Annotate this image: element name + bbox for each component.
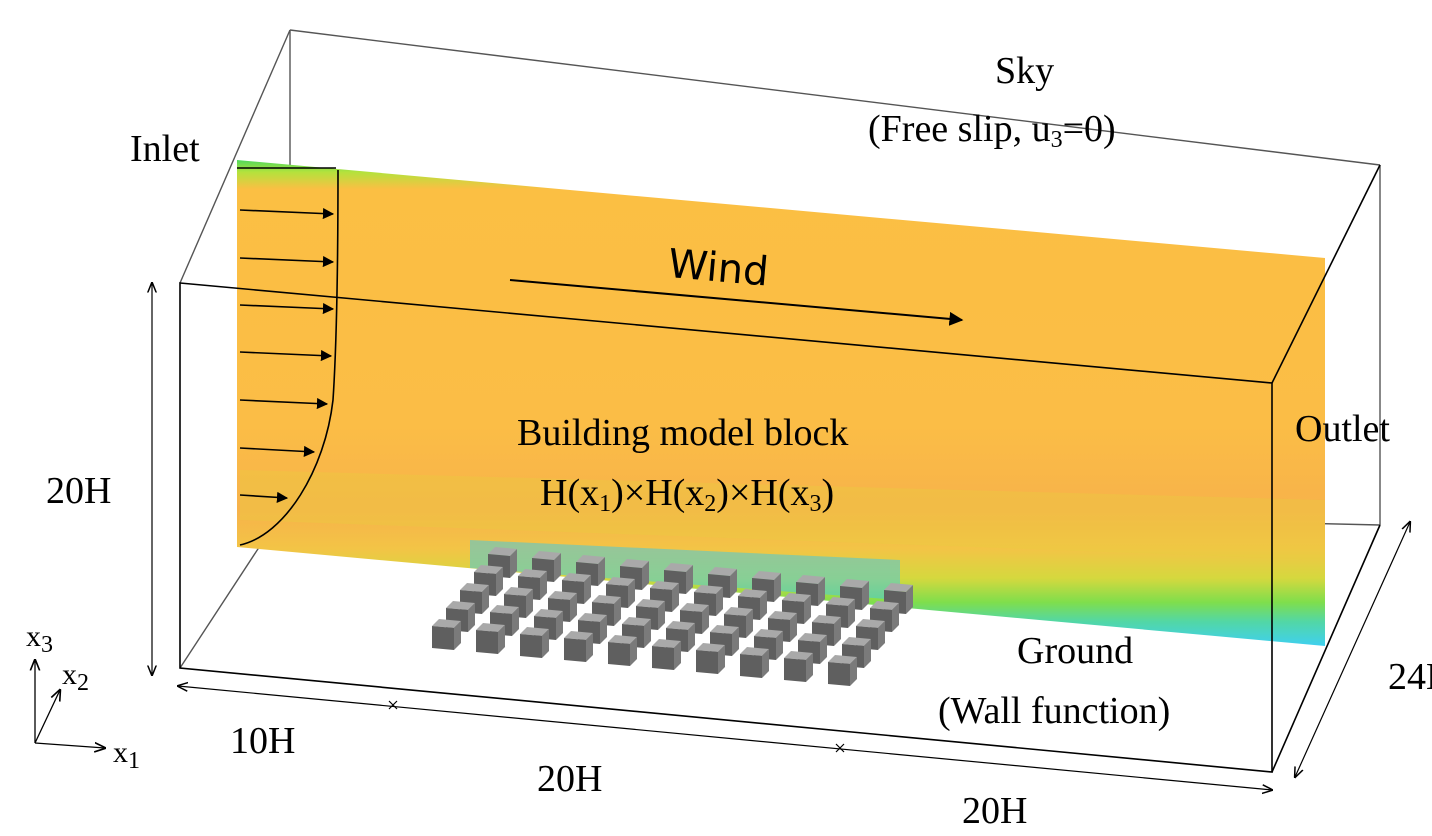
building-block: [652, 639, 681, 670]
building-block: [870, 601, 899, 632]
length-label-middle: 20H: [537, 758, 603, 800]
building-block: [520, 627, 549, 658]
building-array: [432, 547, 913, 686]
ground-label: Ground: [1017, 630, 1134, 672]
inlet-velocity-profile: [237, 167, 339, 546]
building-block: [446, 601, 475, 632]
building-block: [476, 623, 505, 654]
axis-x2-label: x2: [62, 658, 89, 696]
outlet-label: Outlet: [1295, 408, 1390, 450]
wind-arrow: [509, 279, 964, 326]
building-block: [782, 593, 811, 624]
building-block: [784, 651, 813, 682]
dimension-lines: [152, 283, 1410, 790]
building-block: [828, 655, 857, 686]
width-dimension: [1295, 522, 1410, 777]
ground-boundary-condition: (Wall function): [938, 690, 1171, 732]
flow-field-slice: [237, 160, 1325, 646]
axis-x3-label: x3: [26, 620, 53, 658]
building-block-dims: H(x1)×H(x2)×H(x3): [540, 472, 835, 517]
tick-10h: [388, 700, 398, 710]
length-dimension: [178, 686, 1272, 790]
width-label: 24H: [1388, 656, 1432, 698]
inlet-label: Inlet: [130, 128, 200, 170]
building-block: [696, 643, 725, 674]
axis-x1-label: x1: [113, 736, 140, 774]
building-block: [534, 609, 563, 640]
coordinate-axes: [35, 660, 105, 748]
tick-30h: [835, 743, 845, 753]
building-block: [608, 635, 637, 666]
building-block: [432, 619, 461, 650]
building-block: [796, 575, 825, 606]
wind-label: Wind: [666, 241, 771, 296]
height-label: 20H: [46, 470, 112, 512]
length-label-outlet: 20H: [962, 790, 1028, 832]
building-block: [754, 629, 783, 660]
building-block-title: Building model block: [517, 412, 849, 454]
sky-boundary-condition: (Free slip, u3=0): [868, 108, 1116, 153]
building-block: [564, 631, 593, 662]
building-block: [740, 647, 769, 678]
building-block: [812, 615, 841, 646]
building-block: [724, 607, 753, 638]
length-label-inlet: 10H: [230, 720, 296, 762]
sky-label: Sky: [995, 50, 1055, 92]
